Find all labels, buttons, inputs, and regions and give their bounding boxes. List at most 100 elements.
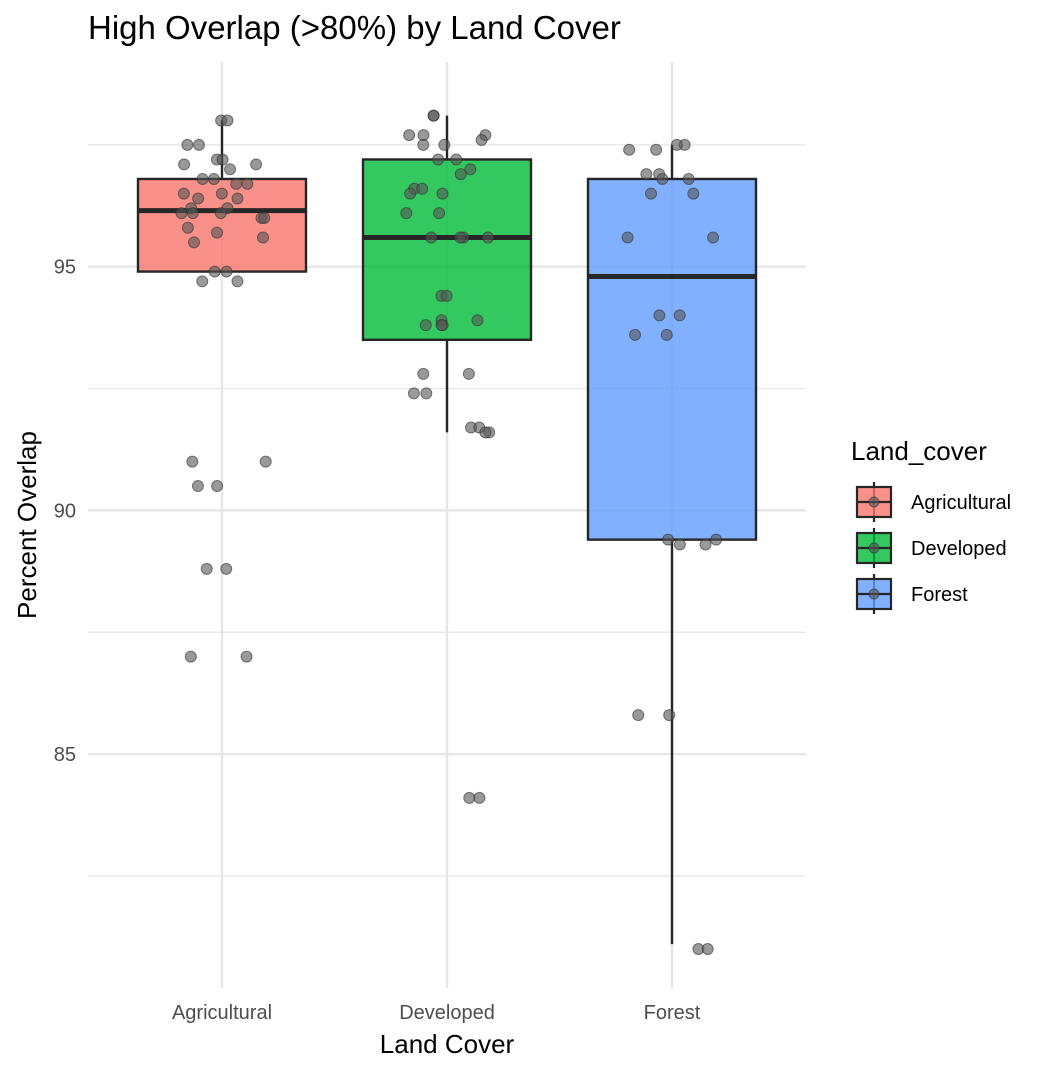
legend-label: Forest <box>911 584 968 606</box>
data-point <box>440 289 453 302</box>
x-axis-ticks: Agricultural Developed Forest <box>172 1002 701 1024</box>
data-point <box>432 153 445 166</box>
legend-item: Agricultural <box>855 482 1011 522</box>
data-point <box>192 138 205 151</box>
data-point <box>419 319 432 332</box>
legend-item: Developed <box>855 528 1007 568</box>
data-points <box>175 109 723 956</box>
data-point <box>473 791 486 804</box>
data-point <box>623 143 636 156</box>
data-point <box>463 791 476 804</box>
data-point <box>191 480 204 493</box>
data-point <box>175 207 188 220</box>
legend-label: Developed <box>911 538 1007 560</box>
data-point <box>427 109 440 122</box>
data-point <box>192 192 205 205</box>
data-point <box>210 226 223 239</box>
data-point <box>200 562 213 575</box>
data-point <box>196 172 209 185</box>
data-point <box>184 650 197 663</box>
data-point <box>178 158 191 171</box>
data-point <box>710 533 723 546</box>
data-point <box>673 309 686 322</box>
data-point <box>241 177 254 190</box>
data-point <box>259 455 272 468</box>
data-point <box>407 387 420 400</box>
data-point <box>707 231 720 244</box>
data-point <box>670 138 683 151</box>
data-point <box>640 168 653 181</box>
legend-label: Agricultural <box>911 492 1011 514</box>
x-tick-label: Agricultural <box>172 1002 272 1024</box>
data-point <box>207 172 220 185</box>
data-point <box>181 221 194 234</box>
data-point <box>211 480 224 493</box>
y-axis-title: Percent Overlap <box>12 431 42 619</box>
data-point <box>404 187 417 200</box>
data-point <box>660 328 673 341</box>
box-forest <box>586 177 758 541</box>
legend-point <box>868 542 880 554</box>
data-point <box>214 207 227 220</box>
data-point <box>673 538 686 551</box>
y-tick-label: 85 <box>54 744 76 766</box>
data-point <box>682 172 695 185</box>
data-point <box>454 168 467 181</box>
x-tick-label: Developed <box>399 1002 495 1024</box>
data-point <box>417 367 430 380</box>
data-point <box>663 709 676 722</box>
data-point <box>464 163 477 176</box>
legend-point <box>868 496 880 508</box>
data-point <box>687 187 700 200</box>
data-point <box>416 182 429 195</box>
data-point <box>403 129 416 142</box>
x-axis-title: Land Cover <box>380 1029 515 1059</box>
data-point <box>196 275 209 288</box>
y-axis-ticks: 85 90 95 <box>54 257 76 766</box>
data-point <box>462 367 475 380</box>
data-point <box>230 177 243 190</box>
data-point <box>215 187 228 200</box>
data-point <box>632 709 645 722</box>
data-point <box>656 172 669 185</box>
data-point <box>186 207 199 220</box>
data-point <box>650 143 663 156</box>
data-point <box>662 533 675 546</box>
data-point <box>435 319 448 332</box>
data-point <box>450 153 463 166</box>
data-point <box>420 387 433 400</box>
legend-item: Forest <box>855 574 968 614</box>
box-developed <box>361 158 533 341</box>
data-point <box>475 133 488 146</box>
data-point <box>221 114 234 127</box>
legend-point <box>868 588 880 600</box>
data-point <box>400 207 413 220</box>
data-point <box>471 314 484 327</box>
data-point <box>621 231 634 244</box>
data-point <box>231 192 244 205</box>
data-point <box>645 187 658 200</box>
data-point <box>425 231 438 244</box>
data-point <box>181 138 194 151</box>
data-point <box>224 163 237 176</box>
data-point <box>699 538 712 551</box>
y-tick-label: 90 <box>54 500 76 522</box>
data-point <box>257 231 270 244</box>
data-point <box>653 309 666 322</box>
data-point <box>188 236 201 249</box>
data-point <box>240 650 253 663</box>
data-point <box>436 187 449 200</box>
y-tick-label: 95 <box>54 257 76 279</box>
legend: Land_cover Agricultural Developed Forest <box>851 436 1011 614</box>
data-point <box>250 158 263 171</box>
data-point <box>258 211 271 224</box>
data-point <box>186 455 199 468</box>
data-point <box>433 207 446 220</box>
data-point <box>481 231 494 244</box>
boxes <box>136 158 758 541</box>
data-point <box>220 562 233 575</box>
whiskers <box>220 115 674 945</box>
data-point <box>208 265 221 278</box>
data-point <box>629 328 642 341</box>
